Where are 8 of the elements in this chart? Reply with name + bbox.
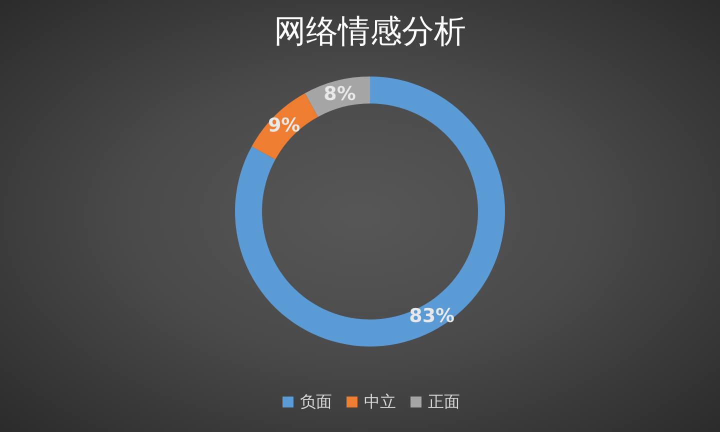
donut-slice (235, 76, 505, 346)
legend-label: 中立 (364, 392, 396, 411)
data-label: 83% (409, 305, 455, 328)
data-label: 8% (324, 82, 356, 105)
chart-title: 网络情感分析 (274, 12, 466, 50)
data-label: 9% (268, 114, 300, 137)
legend-label: 正面 (428, 392, 460, 411)
legend-label: 负面 (300, 392, 332, 411)
